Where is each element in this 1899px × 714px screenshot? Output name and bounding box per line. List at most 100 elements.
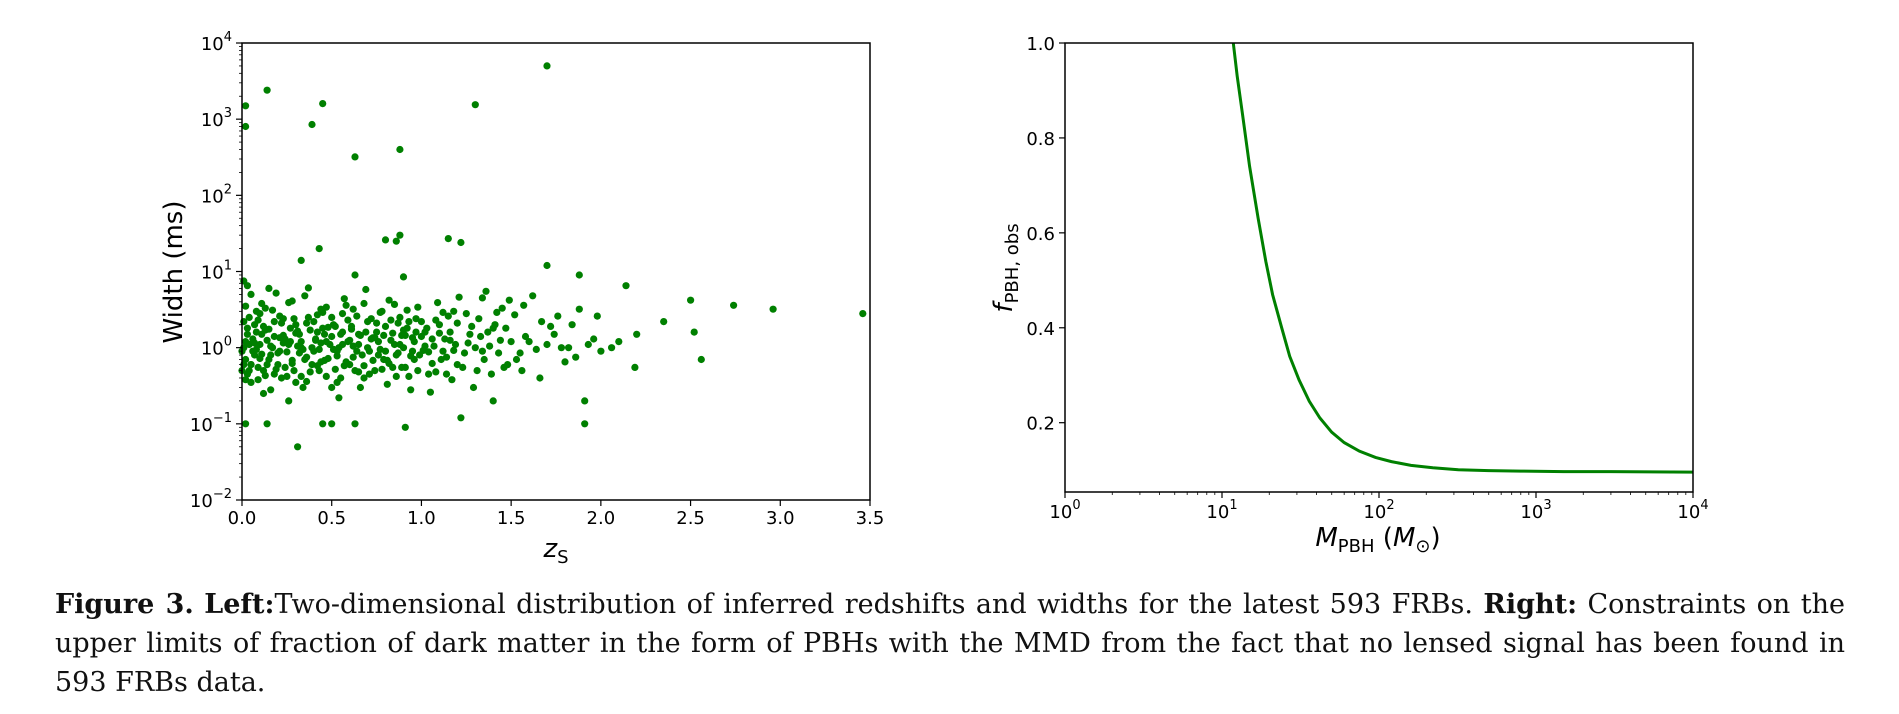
scatter-point — [387, 316, 395, 324]
scatter-point — [511, 311, 519, 319]
scatter-point — [421, 342, 429, 350]
scatter-point — [392, 372, 400, 380]
scatter-point — [590, 335, 598, 343]
y-tick-label: 10−1 — [190, 411, 232, 436]
scatter-point — [313, 328, 321, 336]
scatter-point — [529, 292, 537, 300]
scatter-point — [469, 383, 478, 392]
scatter-point — [401, 331, 409, 339]
scatter-point — [410, 338, 418, 346]
scatter-point — [593, 312, 601, 320]
scatter-point — [252, 328, 260, 336]
scatter-point — [294, 443, 302, 451]
scatter-point — [478, 347, 486, 355]
scatter-point — [631, 363, 639, 371]
scatter-point — [471, 344, 479, 352]
scatter-point — [267, 351, 275, 359]
scatter-point — [482, 287, 490, 295]
scatter-point — [401, 423, 409, 431]
left-y-ticks: 10−2 10−1 100 101 102 103 104 — [190, 30, 242, 512]
scatter-point — [356, 383, 364, 392]
scatter-point — [399, 344, 408, 352]
scatter-point — [518, 367, 526, 375]
scatter-point — [473, 367, 481, 375]
scatter-point — [381, 322, 390, 330]
scatter-point — [358, 351, 366, 359]
constraint-curve — [1231, 42, 1694, 474]
scatter-point — [536, 374, 544, 382]
scatter-point — [362, 285, 370, 294]
scatter-point — [276, 334, 284, 342]
scatter-point — [299, 383, 307, 392]
scatter-point — [310, 347, 318, 355]
scatter-point — [581, 420, 589, 428]
scatter-point — [270, 332, 278, 341]
scatter-point — [365, 370, 373, 378]
scatter-point — [326, 340, 334, 349]
scatter-point — [342, 301, 350, 309]
scatter-point — [396, 231, 404, 239]
scatter-point — [270, 318, 278, 326]
scatter-point — [446, 328, 454, 336]
scatter-point — [369, 334, 377, 342]
left-x-axis-label: zS — [542, 534, 568, 568]
scatter-point — [319, 324, 327, 332]
scatter-point — [319, 100, 327, 108]
scatter-point — [301, 292, 309, 300]
scatter-point — [265, 284, 273, 292]
x-tick-label: 101 — [1206, 498, 1237, 523]
scatter-point — [263, 420, 271, 428]
scatter-point — [442, 353, 451, 361]
x-tick-label: 2.0 — [587, 508, 616, 529]
scatter-point — [338, 310, 347, 318]
scatter-point — [396, 313, 404, 321]
scatter-point — [489, 397, 497, 405]
scatter-point — [242, 376, 250, 384]
scatter-point — [543, 340, 551, 349]
scatter-point — [416, 351, 424, 359]
scatter-point — [259, 389, 268, 398]
scatter-point — [561, 358, 569, 366]
scatter-point — [308, 120, 316, 129]
scatter-point — [581, 397, 589, 405]
scatter-point — [242, 302, 250, 310]
caption-left-label: Left: — [204, 589, 275, 620]
scatter-point — [381, 236, 390, 244]
scatter-point — [615, 338, 623, 346]
scatter-point — [247, 378, 255, 386]
scatter-point — [258, 350, 266, 358]
scatter-point — [417, 318, 425, 326]
scatter-point — [430, 342, 438, 350]
scatter-point — [414, 303, 422, 311]
y-tick-label: 103 — [201, 106, 232, 131]
scatter-point — [495, 349, 503, 357]
scatter-point — [268, 306, 277, 314]
scatter-point — [304, 313, 312, 321]
x-tick-label: 3.0 — [766, 508, 795, 529]
scatter-point — [462, 310, 470, 318]
scatter-point — [687, 296, 695, 304]
scatter-point — [568, 321, 576, 329]
scatter-point — [428, 359, 436, 368]
scatter-point — [360, 299, 368, 308]
scatter-point — [356, 331, 364, 339]
scatter-point — [340, 295, 348, 303]
scatter-point — [362, 328, 370, 336]
scatter-point — [353, 347, 361, 355]
right-line-panel: 100 101 102 103 104 0.2 0.4 0.6 0.8 1.0 MPBH (M⊙… — [989, 34, 1709, 557]
scatter-point — [396, 145, 404, 154]
scatter-point — [491, 321, 499, 329]
scatter-point — [697, 355, 705, 364]
scatter-point — [310, 318, 318, 326]
scatter-point — [403, 324, 411, 332]
scatter-point — [283, 372, 291, 380]
scatter-point — [254, 316, 262, 324]
scatter-point — [306, 368, 314, 376]
scatter-point — [251, 339, 259, 347]
scatter-point — [412, 315, 420, 323]
scatter-point — [435, 321, 443, 329]
y-tick-label: 100 — [201, 335, 232, 360]
scatter-point — [245, 313, 253, 321]
scatter-point — [550, 330, 558, 338]
y-tick-label: 0.2 — [1026, 414, 1055, 435]
